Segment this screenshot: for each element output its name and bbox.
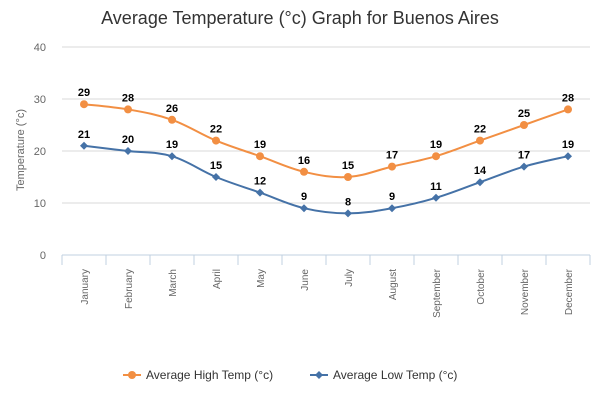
data-label-high: 28 xyxy=(562,92,574,104)
data-label-low: 12 xyxy=(254,176,266,188)
x-tick-label: August xyxy=(388,269,399,300)
data-label-high: 16 xyxy=(298,155,310,167)
data-label-high: 19 xyxy=(430,139,442,151)
data-label-low: 20 xyxy=(122,134,134,146)
data-label-high: 28 xyxy=(122,92,134,104)
data-point-high[interactable] xyxy=(300,167,308,176)
data-point-low[interactable] xyxy=(388,204,396,213)
data-point-low[interactable] xyxy=(212,173,220,181)
data-label-low: 9 xyxy=(301,191,307,203)
data-point-low[interactable] xyxy=(476,178,484,187)
data-point-low[interactable] xyxy=(124,147,132,155)
data-point-low[interactable] xyxy=(564,152,572,161)
data-label-high: 17 xyxy=(386,150,398,162)
data-point-high[interactable] xyxy=(520,121,528,129)
data-label-low: 21 xyxy=(78,129,90,141)
data-point-low[interactable] xyxy=(432,193,440,202)
series-line-low xyxy=(83,144,569,215)
x-tick-label: May xyxy=(256,269,267,288)
legend-label-high: Average High Temp (°c) xyxy=(146,368,273,382)
chart-title: Average Temperature (°c) Graph for Bueno… xyxy=(101,8,499,28)
data-point-high[interactable] xyxy=(388,162,396,171)
x-tick-label: June xyxy=(300,269,311,291)
y-tick-label: 10 xyxy=(34,198,46,210)
data-label-low: 14 xyxy=(474,165,487,177)
legend: Average High Temp (°c) Average Low Temp … xyxy=(123,368,457,382)
data-label-low: 11 xyxy=(430,181,442,193)
x-tick-label: October xyxy=(476,268,487,304)
data-point-high[interactable] xyxy=(168,115,176,124)
data-point-low[interactable] xyxy=(80,141,88,150)
data-point-high[interactable] xyxy=(256,152,264,161)
x-tick-label: February xyxy=(124,269,135,309)
y-tick-label: 0 xyxy=(40,250,46,262)
data-point-low[interactable] xyxy=(256,188,264,197)
data-point-low[interactable] xyxy=(168,152,176,161)
data-label-high: 29 xyxy=(78,87,90,99)
grid xyxy=(62,46,590,256)
data-label-high: 25 xyxy=(518,108,530,120)
legend-item-low[interactable]: Average Low Temp (°c) xyxy=(310,368,457,382)
legend-marker-high xyxy=(128,371,136,379)
data-point-low[interactable] xyxy=(300,204,308,213)
data-label-high: 15 xyxy=(342,160,354,172)
data-label-low: 9 xyxy=(389,191,395,203)
data-point-high[interactable] xyxy=(476,136,484,145)
data-point-high[interactable] xyxy=(564,105,572,114)
data-label-high: 26 xyxy=(166,103,178,115)
y-axis-label: Temperature (°c) xyxy=(15,109,27,191)
data-point-high[interactable] xyxy=(124,105,132,114)
series xyxy=(80,100,572,218)
y-axis: 0 10 20 30 40 xyxy=(34,42,46,262)
x-tick-label: December xyxy=(564,268,575,315)
legend-item-high[interactable]: Average High Temp (°c) xyxy=(123,368,273,382)
data-label-high: 22 xyxy=(210,124,222,136)
data-point-high[interactable] xyxy=(432,152,440,161)
x-axis: January February March April May June July Augu… xyxy=(61,255,591,318)
series-line-high xyxy=(83,103,569,179)
data-point-high[interactable] xyxy=(212,136,220,145)
y-tick-label: 30 xyxy=(34,94,46,106)
x-tick-label: March xyxy=(168,269,179,297)
data-point-low[interactable] xyxy=(520,162,528,171)
x-tick-label: July xyxy=(344,269,355,287)
data-label-low: 17 xyxy=(518,150,530,162)
x-tick-label: September xyxy=(432,268,443,318)
data-label-high: 19 xyxy=(254,139,266,151)
data-label-low: 19 xyxy=(562,139,574,151)
x-tick-label: January xyxy=(80,269,91,305)
data-point-high[interactable] xyxy=(344,173,352,181)
data-label-low: 15 xyxy=(210,160,222,172)
x-tick-label: November xyxy=(520,268,531,315)
data-label-low: 8 xyxy=(345,196,351,208)
data-point-low[interactable] xyxy=(344,209,352,218)
data-labels: 29 28 26 22 19 16 15 17 19 22 25 28 21 20 19 15 12 9 8 9 11 1… xyxy=(78,87,574,208)
legend-label-low: Average Low Temp (°c) xyxy=(333,368,457,382)
y-tick-label: 20 xyxy=(34,146,46,158)
data-label-low: 19 xyxy=(166,139,178,151)
legend-marker-low xyxy=(315,371,323,379)
y-tick-label: 40 xyxy=(34,42,46,54)
data-point-high[interactable] xyxy=(80,100,88,109)
data-label-high: 22 xyxy=(474,124,486,136)
x-tick-label: April xyxy=(212,269,223,289)
